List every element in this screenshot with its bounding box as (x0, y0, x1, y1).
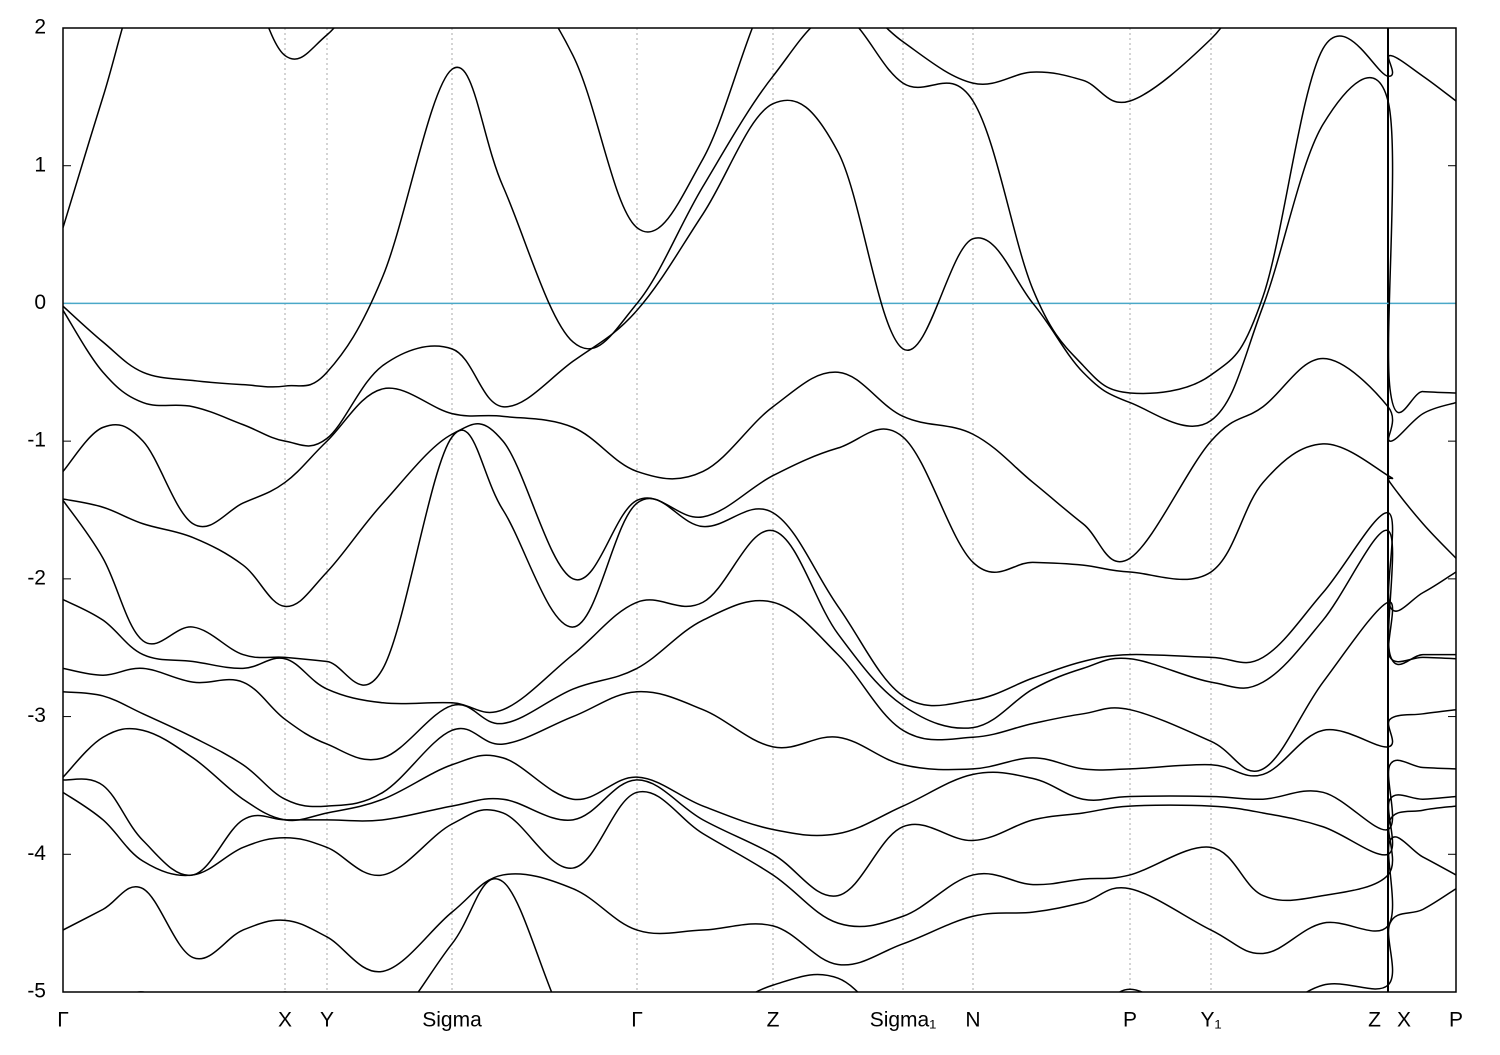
x-tick-label: Y₁ (1200, 1009, 1221, 1032)
x-tick-label: P (1449, 1009, 1463, 1032)
band-line (63, 76, 1456, 447)
x-tick-label: Z (1368, 1009, 1381, 1032)
plot-frame (62, 27, 1457, 993)
y-tick-label: -2 (27, 566, 46, 589)
bands (63, 28, 1456, 992)
x-tick-label: Γ (631, 1009, 643, 1032)
band-line (63, 836, 1456, 973)
y-tick-label: -4 (27, 842, 46, 865)
y-tick-label: 1 (34, 153, 46, 176)
y-tick-label: -5 (27, 980, 46, 1003)
x-tick-label: X (1397, 1009, 1411, 1032)
band-line (63, 529, 1456, 729)
band-line (63, 778, 1456, 897)
x-tick-label: P (1123, 1009, 1137, 1032)
band-line (63, 28, 1222, 233)
band-line (63, 727, 1456, 837)
x-tick-label: Sigma₁ (870, 1009, 937, 1032)
y-tick-label: -1 (27, 429, 46, 452)
x-tick-label: Z (767, 1009, 780, 1032)
band-line (63, 357, 1456, 563)
x-tick-label: Γ (57, 1009, 69, 1032)
band-line (63, 790, 1456, 928)
y-tick-label: 0 (34, 291, 46, 314)
x-tick-label: N (965, 1009, 980, 1032)
y-tick-label: -3 (27, 704, 46, 727)
band-line (63, 599, 1456, 772)
band-line (63, 429, 1456, 707)
x-tick-label: X (278, 1009, 292, 1032)
band-line (63, 690, 1456, 808)
x-tick-label: Y (320, 1009, 334, 1032)
x-tick-label: Sigma (422, 1009, 482, 1032)
band-line (63, 423, 1456, 608)
y-tick-label: 2 (34, 16, 46, 39)
band-line (63, 28, 1456, 395)
